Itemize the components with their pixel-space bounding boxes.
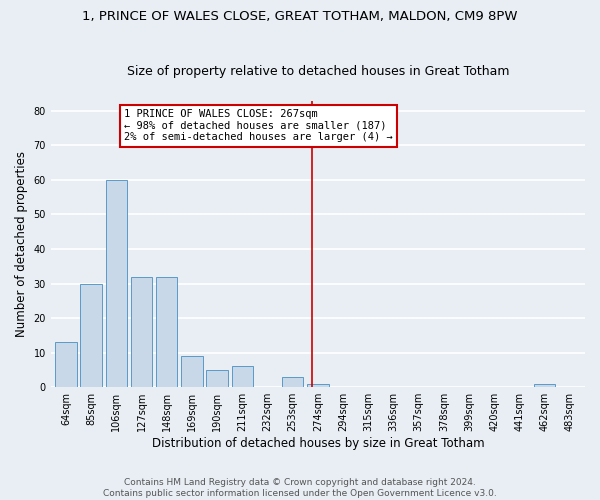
Text: 1 PRINCE OF WALES CLOSE: 267sqm
← 98% of detached houses are smaller (187)
2% of: 1 PRINCE OF WALES CLOSE: 267sqm ← 98% of… bbox=[124, 109, 392, 142]
Y-axis label: Number of detached properties: Number of detached properties bbox=[15, 151, 28, 337]
Bar bbox=[106, 180, 127, 387]
Bar bbox=[206, 370, 228, 387]
Bar bbox=[131, 276, 152, 387]
Bar bbox=[232, 366, 253, 387]
X-axis label: Distribution of detached houses by size in Great Totham: Distribution of detached houses by size … bbox=[152, 437, 484, 450]
Text: 1, PRINCE OF WALES CLOSE, GREAT TOTHAM, MALDON, CM9 8PW: 1, PRINCE OF WALES CLOSE, GREAT TOTHAM, … bbox=[82, 10, 518, 23]
Bar bbox=[307, 384, 329, 387]
Bar bbox=[181, 356, 203, 387]
Bar bbox=[80, 284, 102, 387]
Title: Size of property relative to detached houses in Great Totham: Size of property relative to detached ho… bbox=[127, 66, 509, 78]
Bar bbox=[55, 342, 77, 387]
Text: Contains HM Land Registry data © Crown copyright and database right 2024.
Contai: Contains HM Land Registry data © Crown c… bbox=[103, 478, 497, 498]
Bar bbox=[156, 276, 178, 387]
Bar bbox=[282, 377, 304, 387]
Bar bbox=[534, 384, 556, 387]
